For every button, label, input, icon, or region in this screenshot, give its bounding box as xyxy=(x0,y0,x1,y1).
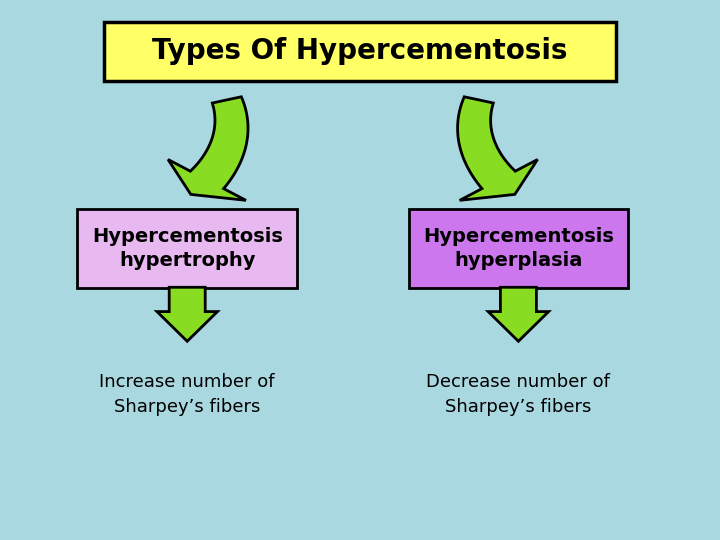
Polygon shape xyxy=(157,287,217,341)
Text: Decrease number of
Sharpey’s fibers: Decrease number of Sharpey’s fibers xyxy=(426,373,611,416)
Text: Hypercementosis
hyperplasia: Hypercementosis hyperplasia xyxy=(423,227,614,269)
FancyBboxPatch shape xyxy=(409,209,628,287)
FancyBboxPatch shape xyxy=(104,22,616,81)
FancyBboxPatch shape xyxy=(78,209,297,287)
Polygon shape xyxy=(168,97,248,200)
Polygon shape xyxy=(488,287,549,341)
Text: Types Of Hypercementosis: Types Of Hypercementosis xyxy=(152,37,568,65)
Polygon shape xyxy=(458,97,538,200)
Text: Hypercementosis
hypertrophy: Hypercementosis hypertrophy xyxy=(91,227,283,269)
Text: Increase number of
Sharpey’s fibers: Increase number of Sharpey’s fibers xyxy=(99,373,275,416)
